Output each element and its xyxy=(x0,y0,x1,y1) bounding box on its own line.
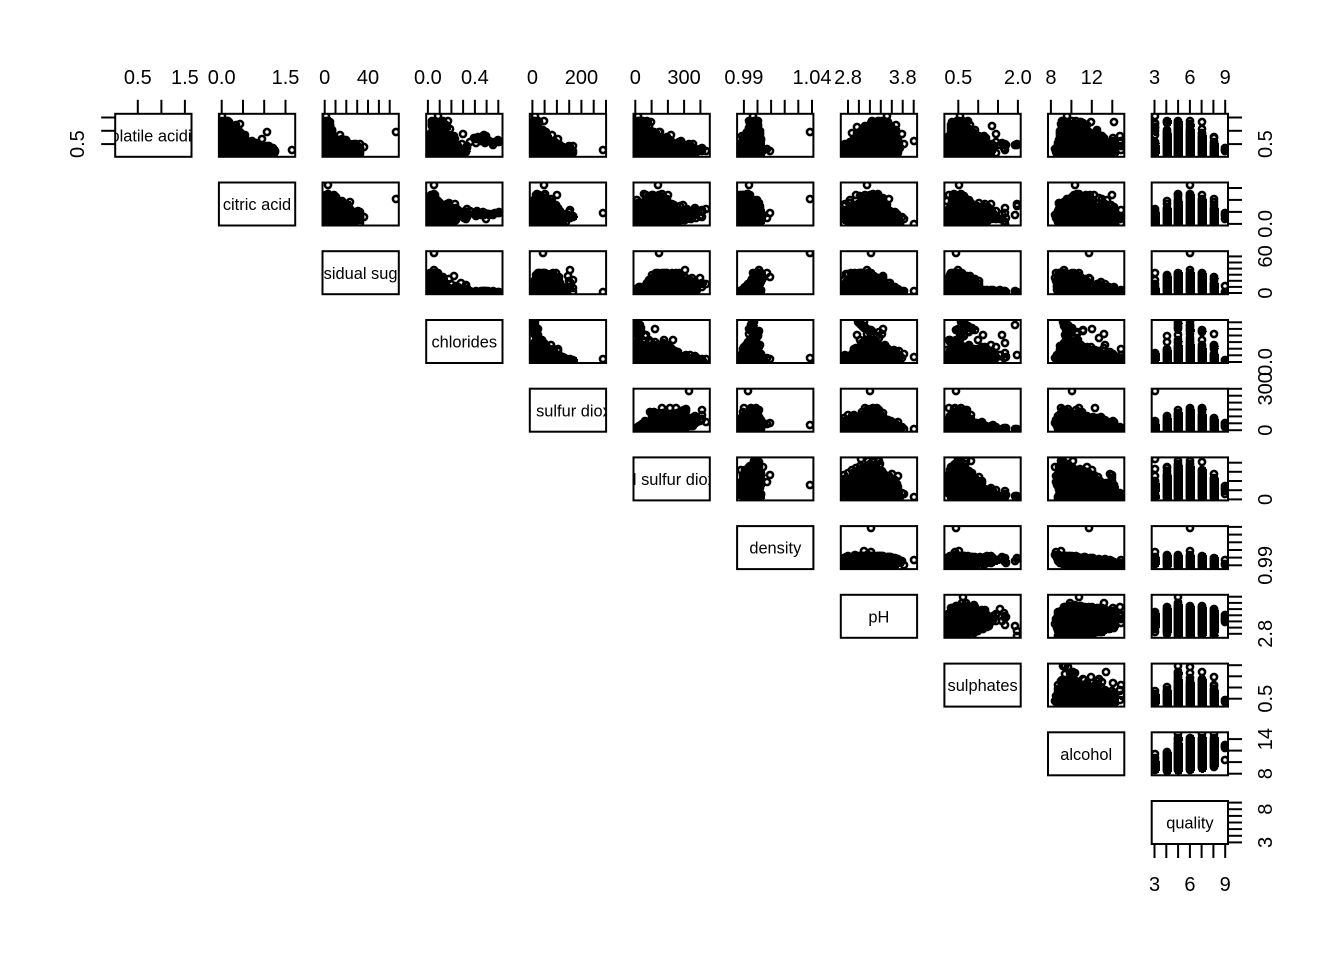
svg-text:0.5: 0.5 xyxy=(1255,130,1277,158)
svg-text:0.4: 0.4 xyxy=(461,67,489,89)
svg-text:9: 9 xyxy=(1220,874,1231,896)
svg-text:alcohol: alcohol xyxy=(1060,746,1112,764)
svg-text:3: 3 xyxy=(1149,67,1160,89)
svg-text:0: 0 xyxy=(630,67,641,89)
svg-text:14: 14 xyxy=(1255,728,1277,750)
svg-text:volatile acidity: volatile acidity xyxy=(102,127,205,145)
svg-text:2.8: 2.8 xyxy=(1255,620,1277,648)
svg-text:60: 60 xyxy=(1255,245,1277,267)
svg-text:1.5: 1.5 xyxy=(272,67,300,89)
svg-text:8: 8 xyxy=(1045,67,1056,89)
svg-text:0.0: 0.0 xyxy=(1255,348,1277,376)
svg-text:2.0: 2.0 xyxy=(1004,67,1032,89)
svg-text:0.0: 0.0 xyxy=(1255,210,1277,238)
svg-text:0.99: 0.99 xyxy=(1255,546,1277,585)
svg-text:0.5: 0.5 xyxy=(1255,685,1277,713)
svg-text:9: 9 xyxy=(1220,67,1231,89)
svg-text:0: 0 xyxy=(527,67,538,89)
svg-text:pH: pH xyxy=(868,608,889,626)
svg-text:chlorides: chlorides xyxy=(431,334,497,352)
svg-text:0.5: 0.5 xyxy=(944,67,972,89)
svg-text:0.99: 0.99 xyxy=(724,67,763,89)
svg-text:3.8: 3.8 xyxy=(889,67,917,89)
svg-text:200: 200 xyxy=(565,67,598,89)
svg-text:6: 6 xyxy=(1184,67,1195,89)
svg-text:12: 12 xyxy=(1081,67,1103,89)
svg-text:citric acid: citric acid xyxy=(223,196,291,214)
svg-text:density: density xyxy=(749,540,802,558)
svg-text:1.5: 1.5 xyxy=(171,67,199,89)
svg-text:0.0: 0.0 xyxy=(414,67,442,89)
svg-text:300: 300 xyxy=(667,67,700,89)
svg-text:quality: quality xyxy=(1166,815,1214,833)
svg-text:2.8: 2.8 xyxy=(834,67,862,89)
svg-text:0: 0 xyxy=(1255,494,1277,505)
svg-text:3: 3 xyxy=(1255,837,1277,848)
svg-text:3: 3 xyxy=(1149,874,1160,896)
svg-text:residual sugar: residual sugar xyxy=(309,265,412,283)
svg-text:6: 6 xyxy=(1184,874,1195,896)
svg-text:300: 300 xyxy=(1255,372,1277,405)
svg-text:0.5: 0.5 xyxy=(67,130,89,158)
svg-text:1.04: 1.04 xyxy=(793,67,832,89)
svg-text:8: 8 xyxy=(1255,768,1277,779)
svg-text:8: 8 xyxy=(1255,804,1277,815)
svg-text:0.5: 0.5 xyxy=(124,67,152,89)
svg-text:0.0: 0.0 xyxy=(208,67,236,89)
svg-text:40: 40 xyxy=(357,67,379,89)
svg-text:0: 0 xyxy=(1255,287,1277,298)
svg-text:0: 0 xyxy=(319,67,330,89)
svg-text:sulphates: sulphates xyxy=(948,677,1018,695)
svg-text:0: 0 xyxy=(1255,425,1277,436)
